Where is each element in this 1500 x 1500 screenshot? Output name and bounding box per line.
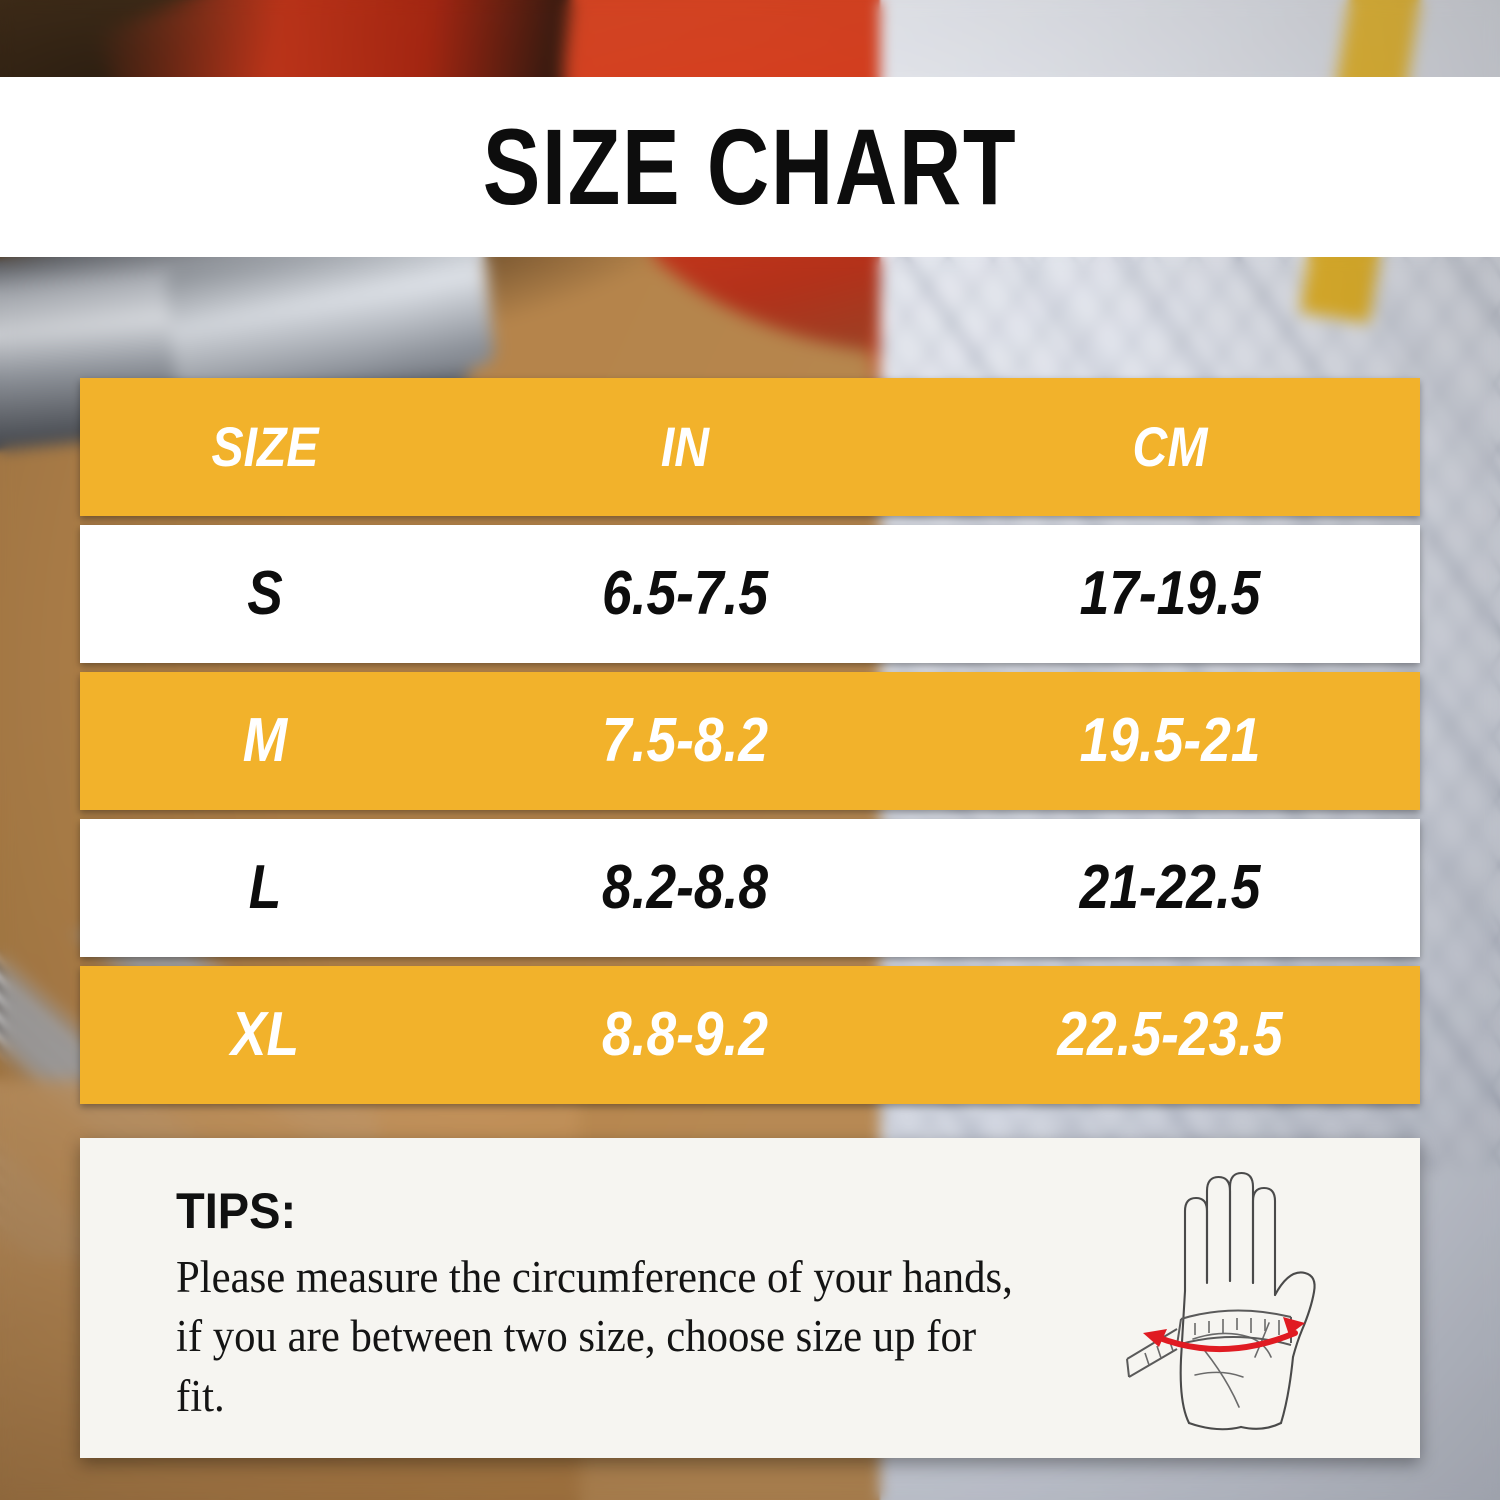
cell-cm: 17-19.5 [1079, 559, 1261, 628]
column-header-cm: CM [1132, 415, 1208, 478]
table-row: M 7.5-8.2 19.5-21 [80, 672, 1420, 810]
column-header-in: IN [660, 415, 710, 478]
page-title: SIZE CHART [482, 106, 1018, 227]
cell-size: S [247, 559, 283, 628]
table-header-row: SIZE IN CM [80, 378, 1420, 516]
table-row: XL 8.8-9.2 22.5-23.5 [80, 966, 1420, 1104]
table-row: S 6.5-7.5 17-19.5 [80, 525, 1420, 663]
column-header-size: SIZE [211, 415, 319, 478]
tips-panel: TIPS: Please measure the circumference o… [80, 1138, 1420, 1458]
cell-cm: 22.5-23.5 [1057, 1000, 1283, 1069]
size-table: SIZE IN CM S 6.5-7.5 17-19.5 M 7.5-8.2 1… [80, 378, 1420, 1113]
tips-heading: TIPS: [176, 1183, 297, 1239]
cell-cm: 19.5-21 [1079, 706, 1261, 775]
tips-text-block: TIPS: Please measure the circumference o… [80, 1138, 1094, 1458]
cell-in: 8.2-8.8 [601, 853, 769, 922]
cell-size: XL [230, 1000, 300, 1069]
cell-size: M [242, 706, 288, 775]
tips-body: Please measure the circumference of your… [176, 1252, 1013, 1421]
cell-size: L [248, 853, 282, 922]
cell-in: 8.8-9.2 [601, 1000, 769, 1069]
hand-measuring-tape-illustration [1094, 1138, 1420, 1458]
cell-in: 6.5-7.5 [601, 559, 769, 628]
title-band: SIZE CHART [0, 77, 1500, 257]
measure-arrow-icon [1143, 1317, 1305, 1353]
table-row: L 8.2-8.8 21-22.5 [80, 819, 1420, 957]
cell-cm: 21-22.5 [1079, 853, 1261, 922]
hand-measuring-tape-icon [1126, 1171, 1316, 1431]
cell-in: 7.5-8.2 [601, 706, 769, 775]
